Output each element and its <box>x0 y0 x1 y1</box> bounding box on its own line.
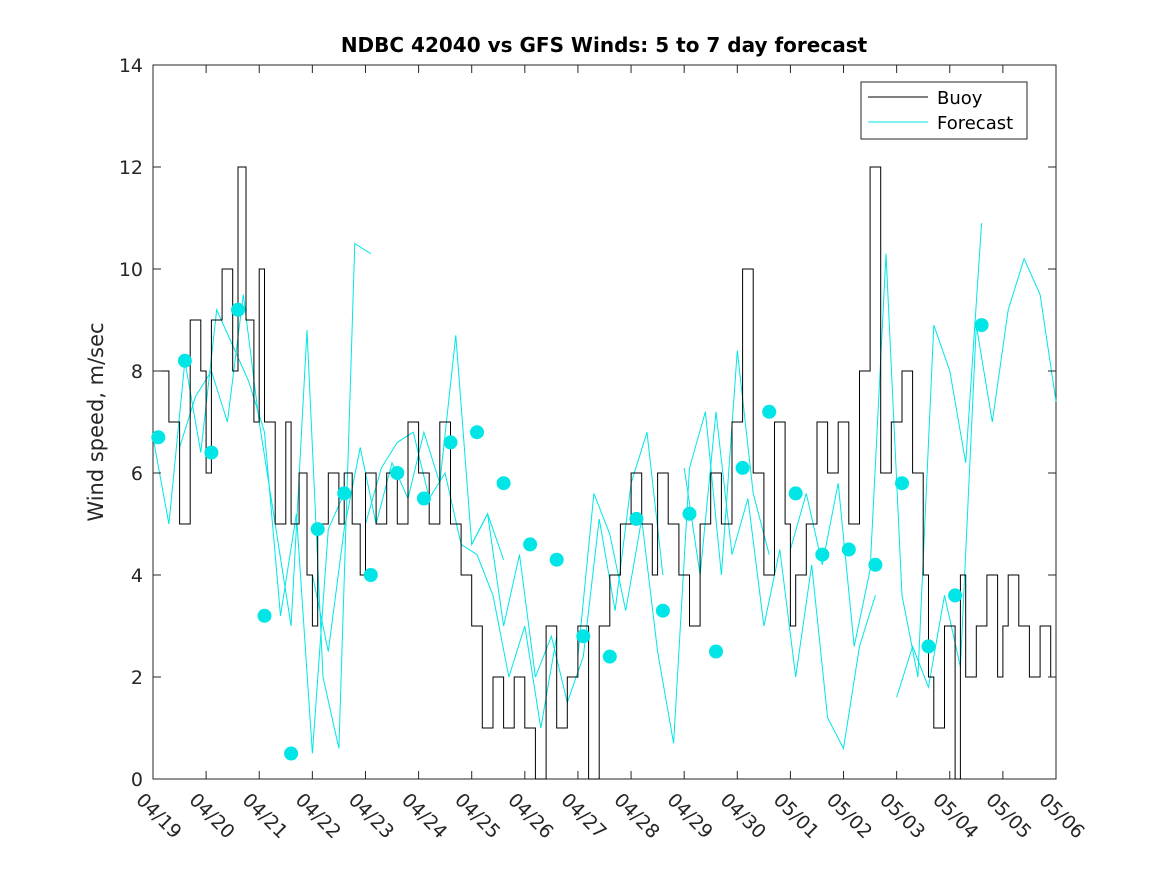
forecast-trace-8 <box>789 223 983 678</box>
forecast-marker-point <box>841 542 856 557</box>
forecast-marker-point <box>948 588 963 603</box>
forecast-markers <box>151 302 989 761</box>
legend-buoy-label: Buoy <box>937 88 983 109</box>
forecast-marker-point <box>868 557 883 572</box>
forecast-marker-point <box>204 445 219 460</box>
forecast-marker-point <box>416 491 431 506</box>
forecast-marker-point <box>762 404 777 419</box>
forecast-marker-point <box>921 639 936 654</box>
forecast-marker-point <box>443 435 458 450</box>
forecast-marker-point <box>788 486 803 501</box>
forecast-marker-point <box>682 506 697 521</box>
forecast-marker-point <box>496 476 511 491</box>
forecast-marker-point <box>602 649 617 664</box>
y-tick-label: 12 <box>119 157 143 179</box>
forecast-marker-point <box>284 746 299 761</box>
y-tick-label: 4 <box>131 565 143 587</box>
forecast-marker-point <box>151 430 166 445</box>
forecast-marker-point <box>549 552 564 567</box>
y-tick-label: 6 <box>131 463 143 485</box>
legend-box <box>860 81 1028 140</box>
buoy-series <box>153 166 1056 780</box>
forecast-marker-point <box>629 511 644 526</box>
buoy-line <box>153 166 1056 780</box>
y-axis-ticks: 0 2 4 6 8 10 12 14 <box>119 55 1056 791</box>
forecast-marker-point <box>470 425 484 440</box>
forecast-marker-point <box>310 522 325 537</box>
y-tick-label: 8 <box>131 361 143 383</box>
forecast-marker-point <box>895 476 909 491</box>
forecast-marker-point <box>363 568 378 582</box>
legend-forecast-label: Forecast <box>937 113 1013 134</box>
forecast-marker-point <box>655 603 670 618</box>
y-tick-label: 0 <box>131 769 143 791</box>
forecast-marker-point <box>735 460 750 475</box>
chart-title: NDBC 42040 vs GFS Winds: 5 to 7 day fore… <box>341 33 868 57</box>
forecast-marker-point <box>390 466 405 480</box>
forecast-marker-point <box>709 644 723 659</box>
forecast-trace-6 <box>577 350 770 744</box>
y-tick-label: 14 <box>119 55 143 77</box>
forecast-marker-point <box>231 302 245 317</box>
forecast-marker-point <box>815 547 830 562</box>
forecast-marker-point <box>523 537 538 552</box>
y-axis-label: Wind speed, m/sec <box>84 322 108 521</box>
forecast-trace-7 <box>683 411 876 750</box>
legend: Buoy Forecast <box>860 81 1028 140</box>
forecast-marker-point <box>576 629 591 644</box>
y-tick-label: 10 <box>119 259 143 281</box>
forecast-marker-point <box>177 353 192 368</box>
forecast-marker-point <box>337 486 352 501</box>
forecast-marker-point <box>257 608 272 623</box>
forecast-marker-point <box>974 318 989 333</box>
y-tick-label: 2 <box>131 667 143 689</box>
